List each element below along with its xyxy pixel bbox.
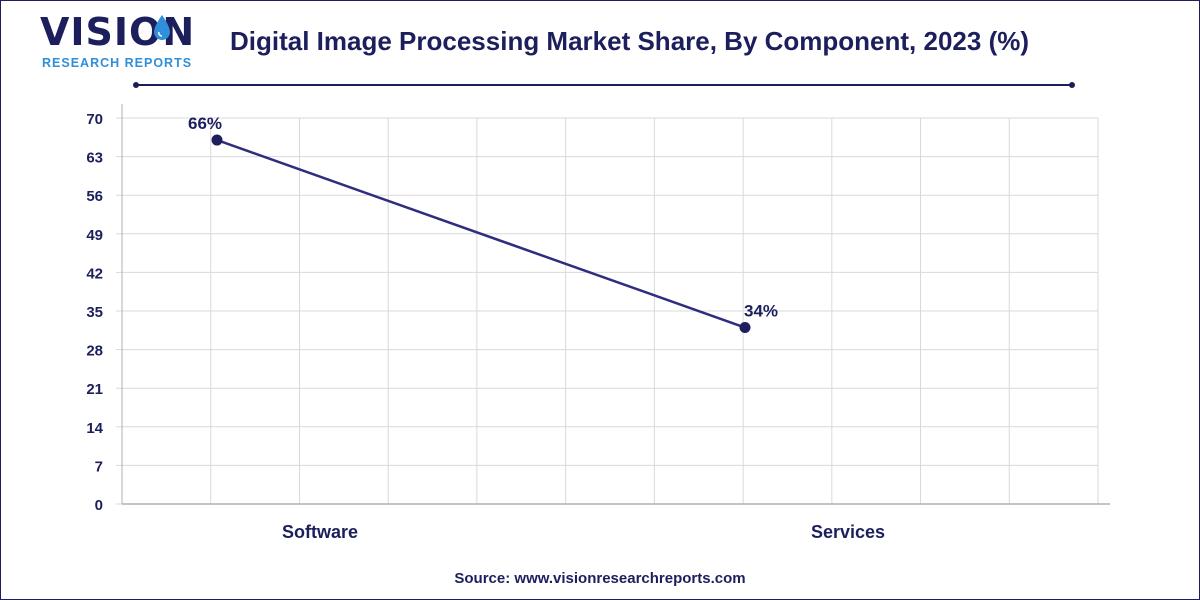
y-tick-label: 28 — [86, 343, 103, 360]
divider-dot-left — [133, 82, 139, 88]
y-tick-label: 7 — [95, 458, 103, 475]
y-tick-label: 42 — [86, 265, 103, 282]
series-line — [216, 138, 746, 329]
y-tick-label: 49 — [86, 227, 103, 244]
y-tick-label: 0 — [95, 497, 103, 514]
water-drop-icon — [154, 15, 170, 40]
logo-tagline: RESEARCH REPORTS — [42, 56, 193, 70]
y-tick-label: 70 — [86, 111, 103, 128]
title-divider — [133, 82, 1075, 88]
y-tick-label: 35 — [86, 304, 103, 321]
data-label: 34% — [744, 302, 778, 321]
x-tick-label: Services — [811, 522, 885, 542]
source-note: Source: www.visionresearchreports.com — [454, 570, 746, 587]
y-tick-label: 21 — [86, 381, 103, 398]
data-point — [211, 134, 223, 146]
x-tick-label: Software — [282, 522, 358, 542]
data-label: 66% — [188, 114, 222, 133]
y-tick-label: 14 — [86, 420, 103, 437]
y-tick-label: 56 — [86, 188, 103, 205]
brand-logo: VISION RESEARCH REPORTS — [40, 10, 200, 72]
y-tick-label: 63 — [86, 150, 103, 167]
chart-title: Digital Image Processing Market Share, B… — [230, 26, 1030, 56]
data-point — [739, 322, 751, 334]
divider-dot-right — [1069, 82, 1075, 88]
